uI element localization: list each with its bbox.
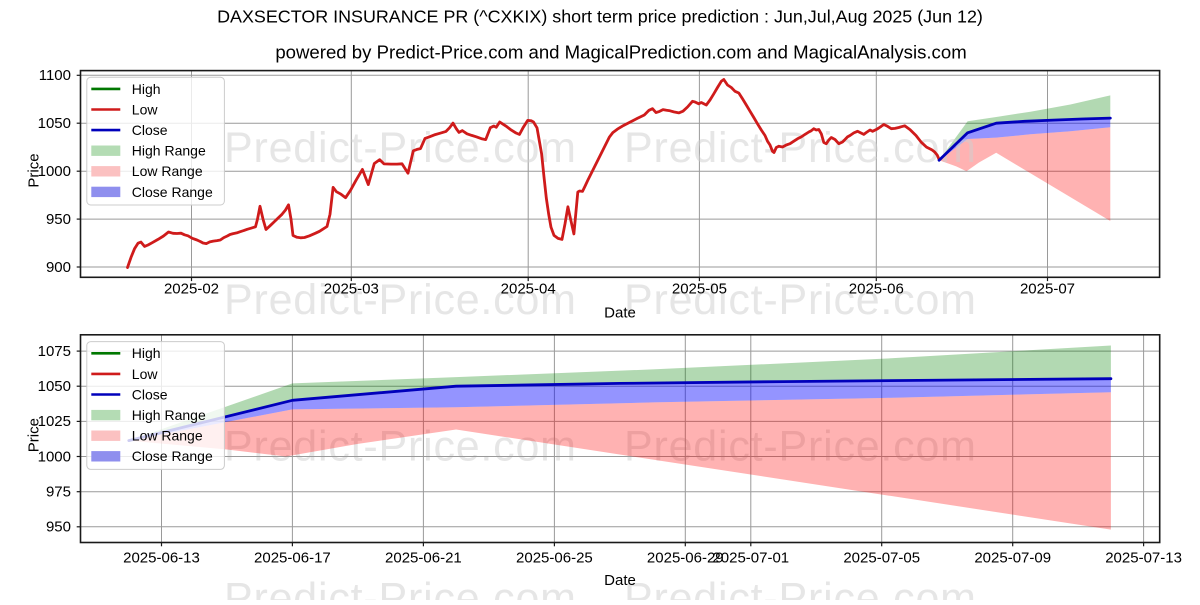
svg-text:High Range: High Range: [132, 143, 206, 159]
svg-text:Price: Price: [26, 153, 43, 187]
svg-text:Low: Low: [132, 101, 159, 117]
svg-text:950: 950: [46, 519, 71, 536]
svg-text:Close Range: Close Range: [132, 448, 213, 464]
svg-text:High: High: [132, 81, 161, 97]
svg-text:Predict-Price.com: Predict-Price.com: [224, 276, 576, 324]
svg-text:2025-06-17: 2025-06-17: [254, 549, 331, 566]
svg-text:1050: 1050: [38, 115, 71, 132]
svg-text:Predict-Price.com: Predict-Price.com: [624, 276, 976, 324]
svg-text:Close Range: Close Range: [132, 184, 213, 200]
svg-text:Date: Date: [604, 572, 636, 589]
svg-text:1100: 1100: [39, 67, 71, 84]
svg-text:Close: Close: [132, 386, 168, 402]
svg-text:2025-07-05: 2025-07-05: [843, 549, 920, 566]
svg-text:2025-05: 2025-05: [672, 281, 727, 298]
svg-text:Low: Low: [132, 366, 159, 382]
svg-text:1000: 1000: [38, 448, 71, 465]
svg-text:Predict-Price.com: Predict-Price.com: [224, 423, 576, 471]
svg-text:900: 900: [46, 259, 71, 276]
svg-text:2025-06: 2025-06: [849, 281, 904, 298]
svg-text:Low Range: Low Range: [132, 428, 203, 444]
svg-text:powered by Predict-Price.com a: powered by Predict-Price.com and Magical…: [275, 41, 966, 62]
svg-text:1000: 1000: [38, 163, 71, 180]
svg-text:2025-03: 2025-03: [324, 281, 379, 298]
svg-text:2025-06-13: 2025-06-13: [123, 549, 200, 566]
svg-text:2025-06-25: 2025-06-25: [516, 549, 593, 566]
svg-text:975: 975: [46, 484, 71, 501]
svg-text:Price: Price: [26, 418, 43, 452]
svg-text:High: High: [132, 345, 161, 361]
svg-text:Close: Close: [132, 122, 168, 138]
svg-text:Date: Date: [604, 305, 636, 322]
svg-text:Predict-Price.com: Predict-Price.com: [624, 124, 976, 172]
svg-text:2025-06-29: 2025-06-29: [647, 549, 724, 566]
svg-text:1050: 1050: [38, 378, 71, 395]
svg-text:2025-07-01: 2025-07-01: [712, 549, 789, 566]
svg-text:2025-02: 2025-02: [164, 281, 219, 298]
svg-text:Predict-Price.com: Predict-Price.com: [224, 575, 576, 601]
svg-text:Predict-Price.com: Predict-Price.com: [624, 575, 976, 601]
svg-text:950: 950: [46, 211, 71, 228]
svg-text:2025-06-21: 2025-06-21: [385, 549, 462, 566]
svg-text:DAXSECTOR INSURANCE PR (^CXKIX: DAXSECTOR INSURANCE PR (^CXKIX) short te…: [217, 6, 983, 26]
svg-text:Low Range: Low Range: [132, 163, 203, 179]
svg-text:2025-07: 2025-07: [1020, 281, 1075, 298]
svg-text:1025: 1025: [38, 413, 71, 430]
svg-text:Predict-Price.com: Predict-Price.com: [624, 423, 976, 471]
svg-text:2025-04: 2025-04: [501, 281, 556, 298]
svg-text:2025-07-09: 2025-07-09: [974, 549, 1051, 566]
svg-text:1075: 1075: [38, 343, 71, 360]
svg-text:2025-07-13: 2025-07-13: [1105, 549, 1182, 566]
svg-text:High Range: High Range: [132, 407, 206, 423]
